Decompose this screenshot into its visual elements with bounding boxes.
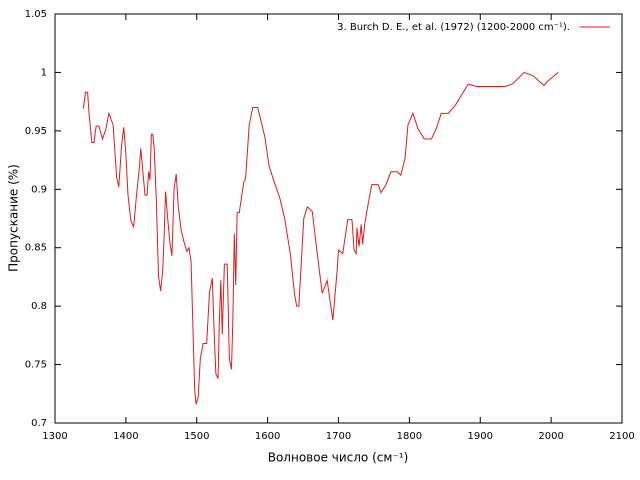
y-tick-label: 0.75 bbox=[25, 360, 47, 371]
x-tick-label: 1800 bbox=[397, 431, 422, 442]
y-tick-label: 1 bbox=[41, 67, 47, 78]
data-line bbox=[82, 71, 559, 405]
x-tick-label: 1900 bbox=[468, 431, 493, 442]
y-tick-label: 1.05 bbox=[25, 9, 47, 20]
y-tick-label: 0.7 bbox=[31, 418, 47, 429]
y-tick-label: 0.9 bbox=[31, 184, 47, 195]
y-tick-label: 0.8 bbox=[31, 301, 47, 312]
x-tick-label: 2000 bbox=[538, 431, 563, 442]
x-axis-label: Волновое число (см⁻¹) bbox=[268, 451, 409, 465]
y-axis-label: Пропускание (%) bbox=[7, 164, 21, 272]
x-tick-label: 1600 bbox=[255, 431, 280, 442]
x-tick-label: 1700 bbox=[326, 431, 351, 442]
y-tick-label: 0.85 bbox=[25, 243, 47, 254]
legend-label: 3. Burch D. E., et al. (1972) (1200-2000… bbox=[337, 22, 570, 33]
x-tick-label: 1400 bbox=[113, 431, 138, 442]
x-tick-label: 2100 bbox=[609, 431, 634, 442]
x-tick-label: 1500 bbox=[184, 431, 209, 442]
y-tick-label: 0.95 bbox=[25, 126, 47, 137]
x-tick-label: 1300 bbox=[42, 431, 67, 442]
plot-frame bbox=[54, 13, 623, 424]
